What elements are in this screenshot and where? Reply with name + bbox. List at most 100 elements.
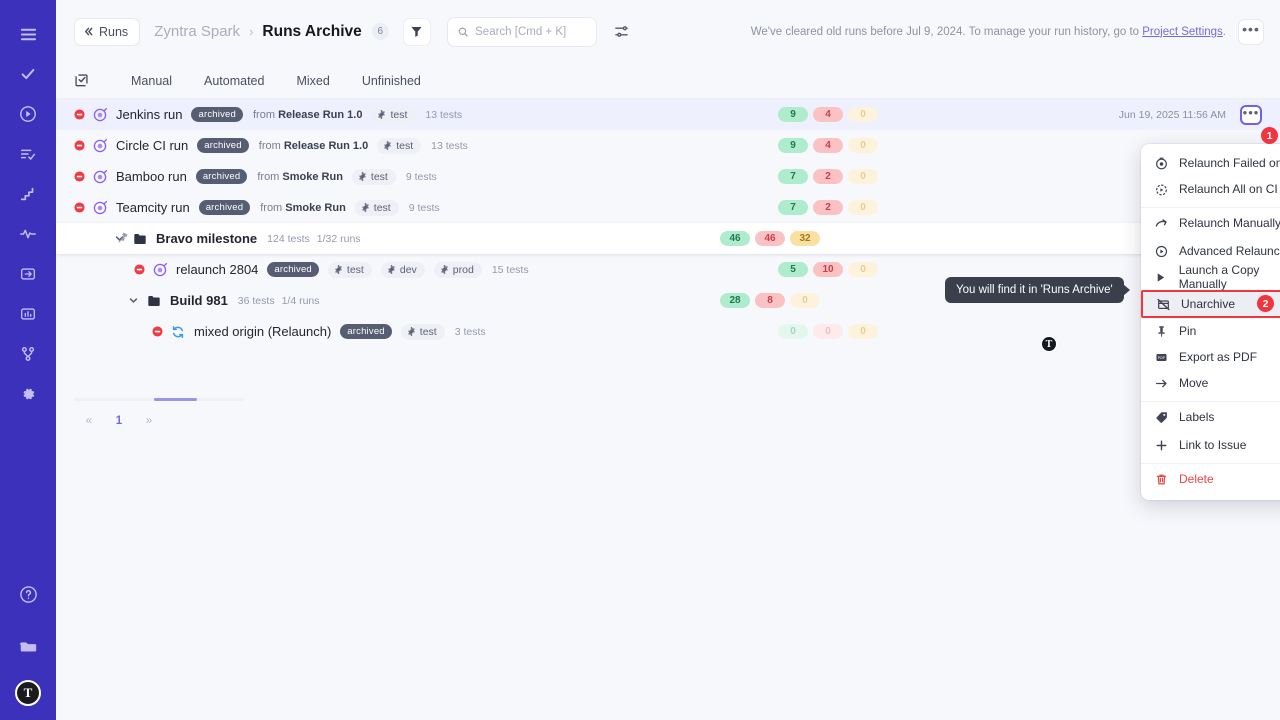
env-chip[interactable]: dev — [380, 261, 425, 278]
menu-item-link-to-issue[interactable]: Link to Issue — [1141, 432, 1280, 458]
env-chip[interactable]: test — [327, 261, 372, 278]
chart-icon[interactable] — [8, 294, 48, 334]
table-row-folder[interactable]: Bravo milestone 124 tests 1/32 runs 46 4… — [56, 223, 1280, 254]
run-name[interactable]: Jenkins run — [116, 107, 183, 122]
table-row[interactable]: Teamcity run archived from Smoke Run tes… — [56, 192, 1280, 223]
double-chevron-left-icon — [85, 27, 93, 36]
menu-item-relaunch-failed-on-ci[interactable]: Relaunch Failed on CI — [1141, 150, 1280, 176]
env-chip[interactable]: test — [377, 137, 422, 154]
run-name[interactable]: relaunch 2804 — [176, 262, 259, 277]
menu-item-advanced-relaunch[interactable]: Advanced Relaunch — [1141, 238, 1280, 264]
menu-item-relaunch-manually[interactable]: Relaunch Manually — [1141, 207, 1280, 238]
gear-icon — [359, 172, 366, 181]
run-source: from Release Run 1.0 — [253, 109, 362, 121]
steps-icon[interactable] — [8, 174, 48, 214]
select-all-icon[interactable] — [74, 73, 89, 88]
table-row-folder[interactable]: Build 981 36 tests 1/4 runs 28 8 0 — [56, 285, 1280, 316]
page-number-1[interactable]: 1 — [115, 415, 123, 427]
prev-page-button[interactable]: « — [85, 415, 93, 427]
table-row[interactable]: Circle CI run archived from Release Run … — [56, 130, 1280, 161]
env-chip[interactable]: prod — [433, 261, 482, 278]
back-to-runs-label: Runs — [99, 24, 129, 39]
run-name[interactable]: Circle CI run — [116, 138, 189, 153]
gear-icon — [335, 265, 342, 274]
tab-manual[interactable]: Manual — [131, 73, 172, 88]
skipped-count: 0 — [848, 200, 878, 215]
failed-count: 4 — [813, 138, 843, 153]
from-name: Smoke Run — [285, 201, 346, 214]
left-sidebar: T — [0, 0, 56, 720]
menu-item-pin[interactable]: Pin — [1141, 318, 1280, 344]
branch-icon[interactable] — [8, 334, 48, 374]
tab-mixed[interactable]: Mixed — [296, 73, 330, 88]
page-more-button[interactable]: ••• — [1238, 18, 1264, 45]
menu-item-export-as-pdf[interactable]: PDF Export as PDF — [1141, 344, 1280, 370]
folder-icon[interactable] — [8, 626, 48, 666]
menu-item-label: Link to Issue — [1179, 438, 1247, 452]
table-row[interactable]: Jenkins run archived from Release Run 1.… — [56, 99, 1280, 130]
tab-bar: Manual Automated Mixed Unfinished — [56, 63, 1280, 99]
scrollbar-thumb[interactable] — [154, 398, 197, 401]
gear-icon[interactable] — [8, 374, 48, 414]
avatar[interactable]: T — [15, 680, 41, 706]
env-chip[interactable]: test — [354, 199, 399, 216]
run-name[interactable]: Bamboo run — [116, 169, 187, 184]
chevron-down-icon[interactable] — [114, 233, 125, 244]
next-page-button[interactable]: » — [145, 415, 153, 427]
check-icon[interactable] — [8, 54, 48, 94]
retention-notice: We've cleared old runs before Jul 9, 202… — [751, 26, 1226, 38]
run-name[interactable]: mixed origin (Relaunch) — [194, 324, 332, 339]
menu-item-move[interactable]: Move — [1141, 370, 1280, 396]
help-icon[interactable] — [8, 574, 48, 614]
archived-badge: archived — [198, 200, 251, 215]
tests-count: 9 tests — [405, 170, 437, 183]
back-to-runs-button[interactable]: Runs — [74, 17, 141, 46]
run-source: from Smoke Run — [257, 171, 343, 183]
menu-item-delete[interactable]: Delete — [1141, 463, 1280, 494]
env-chip[interactable]: test — [351, 168, 396, 185]
project-settings-link[interactable]: Project Settings — [1142, 25, 1223, 38]
folder-name[interactable]: Build 981 — [170, 293, 228, 308]
skipped-count: 0 — [790, 293, 820, 308]
play-circle-icon[interactable] — [8, 94, 48, 134]
menu-item-label: Move — [1179, 376, 1209, 390]
advanced-relaunch-icon — [1154, 245, 1168, 258]
search-box[interactable] — [446, 16, 597, 47]
row-more-button[interactable]: ••• — [1240, 104, 1262, 125]
gear-icon — [378, 110, 386, 119]
filter-button[interactable] — [402, 17, 431, 46]
chevron-down-icon[interactable] — [128, 295, 139, 306]
activity-icon[interactable] — [8, 214, 48, 254]
tests-count: 15 tests — [491, 263, 529, 276]
gear-icon — [384, 141, 392, 150]
folder-name[interactable]: Bravo milestone — [156, 231, 258, 246]
search-input[interactable] — [475, 25, 586, 38]
import-icon[interactable] — [8, 254, 48, 294]
skipped-count: 0 — [848, 169, 878, 184]
breadcrumb-project[interactable]: Zyntra Spark — [154, 23, 241, 40]
passed-count: 9 — [778, 107, 808, 122]
menu-item-labels[interactable]: Labels — [1141, 401, 1280, 432]
table-row[interactable]: mixed origin (Relaunch) archived test 3 … — [56, 316, 1280, 347]
ci-run-icon — [93, 169, 107, 184]
passed-count: 7 — [778, 169, 808, 184]
tab-automated[interactable]: Automated — [204, 73, 265, 88]
menu-item-launch-a-copy-manually[interactable]: Launch a Copy Manually — [1141, 263, 1280, 291]
run-name[interactable]: Teamcity run — [116, 200, 190, 215]
table-row[interactable]: Bamboo run archived from Smoke Run test … — [56, 161, 1280, 192]
pdf-icon: PDF — [1154, 351, 1168, 364]
env-chip[interactable]: test — [371, 106, 416, 123]
horizontal-scrollbar[interactable] — [74, 398, 244, 401]
env-chip[interactable]: test — [400, 323, 445, 340]
tab-unfinished[interactable]: Unfinished — [361, 73, 421, 88]
menu-item-unarchive[interactable]: Unarchive — [1141, 290, 1280, 318]
pin-icon[interactable] — [118, 232, 129, 246]
sliders-icon — [615, 26, 629, 37]
menu-item-relaunch-all-on-ci[interactable]: Relaunch All on CI — [1141, 176, 1280, 202]
env-label: test — [373, 201, 391, 214]
view-settings-button[interactable] — [611, 21, 633, 43]
table-row[interactable]: relaunch 2804 archived test dev prod 15 … — [56, 254, 1280, 285]
test-plan-icon[interactable] — [8, 134, 48, 174]
gear-icon — [361, 203, 369, 212]
menu-icon[interactable] — [8, 14, 48, 54]
